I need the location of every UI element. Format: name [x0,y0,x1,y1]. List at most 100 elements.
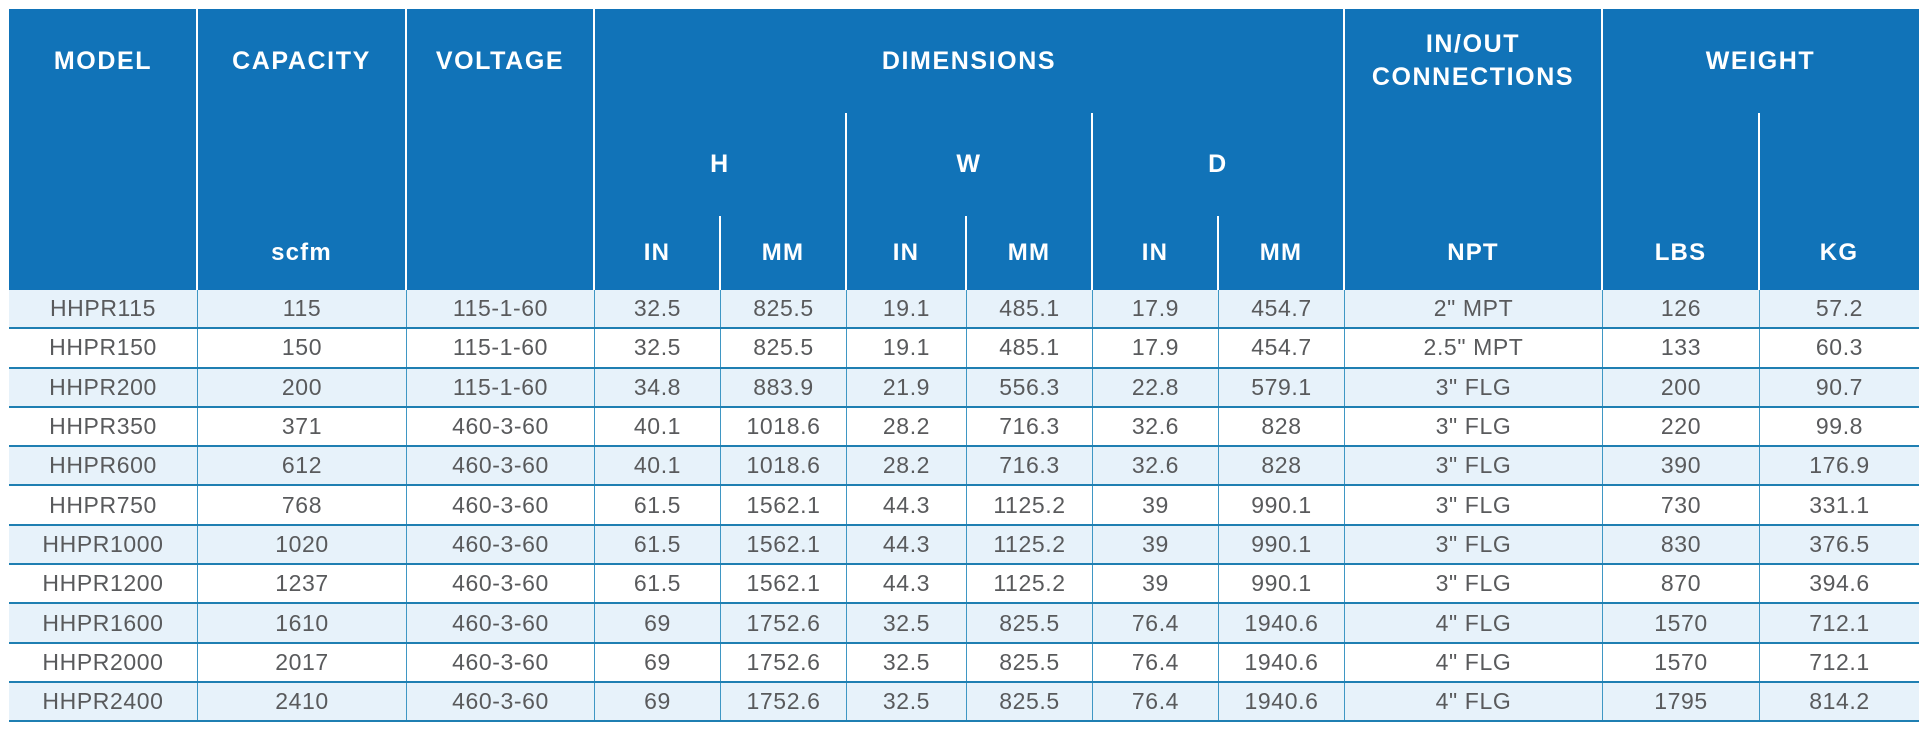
table-cell-lbs: 1795 [1602,682,1759,721]
table-cell-voltage: 460-3-60 [406,565,594,603]
table-cell-capacity-scfm: 150 [197,329,406,367]
table-cell-npt: 3" FLG [1344,368,1602,406]
table-cell-model: HHPR2400 [42,688,164,715]
table-cell-d-in: 39 [1092,565,1218,603]
table-cell-voltage: 460-3-60 [406,682,594,721]
table-cell-d-mm: 828 [1218,447,1344,485]
table-cell-model: HHPR200 [49,373,157,400]
header-divider [719,216,721,290]
table-cell-w-mm: 485.1 [966,329,1092,367]
table-cell-h-in: 61.5 [594,525,720,564]
table-cell-h-in: 61.5 [594,486,720,524]
unit-header-npt: NPT [1447,239,1499,267]
table-cell-d-in: 76.4 [1092,682,1218,721]
header-divider [196,9,198,290]
subheader-h: H [710,150,730,178]
table-row: HHPR350 371 460-3-60 40.1 1018.6 28.2 716.3 32.… [9,407,1919,448]
table-cell-voltage: 460-3-60 [406,604,594,642]
table-cell-w-mm: 485.1 [966,290,1092,328]
table-cell-kg: 99.8 [1759,407,1919,446]
table-cell-d-mm: 579.1 [1218,368,1344,406]
header-divider [1758,113,1760,290]
table-cell-d-mm: 828 [1218,407,1344,446]
table-cell-capacity-scfm: 1610 [197,604,406,642]
table-cell-h-in: 61.5 [594,565,720,603]
table-cell-h-in: 40.1 [594,447,720,485]
table-cell-h-in: 69 [594,643,720,681]
unit-header-d-mm: MM [1259,239,1303,267]
unit-header-kg: KG [1819,239,1859,267]
table-cell-kg: 376.5 [1759,525,1919,564]
unit-header-d-in: IN [1141,239,1169,267]
header-divider [965,216,967,290]
table-cell-w-in: 32.5 [846,643,966,681]
unit-header-lbs: LBS [1654,239,1707,267]
table-body: HHPR115 115 115-1-60 32.5 825.5 19.1 485.1 17.9… [9,290,1919,723]
column-header-model: MODEL [53,46,153,75]
table-row: HHPR1000 1020 460-3-60 61.5 1562.1 44.3 1125.2… [9,525,1919,566]
table-cell-kg: 331.1 [1759,486,1919,524]
table-cell-d-mm: 990.1 [1218,486,1344,524]
table-cell-kg: 712.1 [1759,643,1919,681]
table-cell-lbs: 133 [1602,329,1759,367]
table-cell-model: HHPR2000 [42,648,164,675]
table-cell-kg: 394.6 [1759,565,1919,603]
table-cell-lbs: 730 [1602,486,1759,524]
table-cell-h-in: 69 [594,604,720,642]
table-cell-lbs: 220 [1602,407,1759,446]
table-cell-lbs: 1570 [1602,643,1759,681]
spec-table: MODEL CAPACITY VOLTAGE DIMENSIONS IN/OUT… [9,9,1919,723]
table-cell-d-in: 39 [1092,486,1218,524]
table-cell-capacity-scfm: 1237 [197,565,406,603]
unit-header-scfm: scfm [271,239,332,267]
table-cell-h-mm: 1562.1 [720,486,846,524]
header-divider [845,113,847,290]
unit-header-w-mm: MM [1007,239,1051,267]
table-cell-capacity-scfm: 2410 [197,682,406,721]
table-cell-h-mm: 1018.6 [720,407,846,446]
table-cell-h-mm: 825.5 [720,290,846,328]
table-cell-h-in: 34.8 [594,368,720,406]
table-cell-d-in: 39 [1092,525,1218,564]
column-header-capacity: CAPACITY [232,46,371,75]
table-cell-voltage: 460-3-60 [406,447,594,485]
table-cell-npt: 3" FLG [1344,525,1602,564]
table-cell-w-mm: 556.3 [966,368,1092,406]
table-cell-d-in: 17.9 [1092,329,1218,367]
table-cell-w-mm: 825.5 [966,643,1092,681]
table-cell-lbs: 200 [1602,368,1759,406]
table-cell-capacity-scfm: 768 [197,486,406,524]
table-cell-h-in: 69 [594,682,720,721]
table-cell-voltage: 115-1-60 [406,329,594,367]
table-cell-model: HHPR150 [49,334,157,361]
table-cell-h-in: 32.5 [594,290,720,328]
table-cell-h-mm: 825.5 [720,329,846,367]
table-cell-npt: 4" FLG [1344,643,1602,681]
table-cell-h-mm: 1752.6 [720,643,846,681]
table-cell-w-in: 19.1 [846,329,966,367]
table-cell-w-mm: 1125.2 [966,565,1092,603]
table-cell-d-mm: 1940.6 [1218,604,1344,642]
table-cell-capacity-scfm: 200 [197,368,406,406]
table-cell-lbs: 390 [1602,447,1759,485]
table-cell-npt: 2" MPT [1344,290,1602,328]
table-row: HHPR1200 1237 460-3-60 61.5 1562.1 44.3 1125.2… [9,565,1919,605]
table-cell-h-in: 40.1 [594,407,720,446]
table-cell-voltage: 460-3-60 [406,407,594,446]
table-cell-w-in: 32.5 [846,604,966,642]
table-cell-d-in: 17.9 [1092,290,1218,328]
table-cell-d-mm: 1940.6 [1218,682,1344,721]
table-cell-d-in: 76.4 [1092,604,1218,642]
table-cell-voltage: 115-1-60 [406,290,594,328]
table-row: HHPR600 612 460-3-60 40.1 1018.6 28.2 716.3 32.… [9,447,1919,487]
table-header: MODEL CAPACITY VOLTAGE DIMENSIONS IN/OUT… [9,9,1919,290]
table-row: HHPR2000 2017 460-3-60 69 1752.6 32.5 825.5 76.… [9,643,1919,683]
table-cell-kg: 814.2 [1759,682,1919,721]
table-cell-npt: 3" FLG [1344,407,1602,446]
table-cell-voltage: 115-1-60 [406,368,594,406]
table-cell-w-in: 21.9 [846,368,966,406]
table-cell-lbs: 126 [1602,290,1759,328]
unit-header-h-mm: MM [761,239,805,267]
table-cell-capacity-scfm: 371 [197,407,406,446]
table-cell-model: HHPR115 [49,295,157,322]
